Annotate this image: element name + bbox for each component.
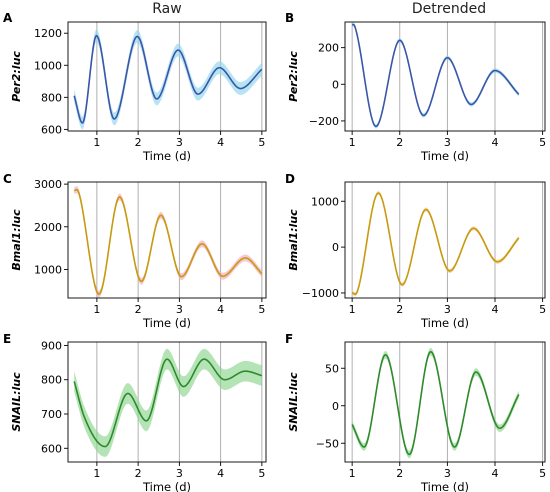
error-band (74, 348, 262, 457)
data-line (73, 358, 263, 448)
x-tick-label: 5 (258, 303, 265, 316)
x-tick-label: 2 (135, 303, 142, 316)
x-tick-label: 1 (93, 303, 100, 316)
error-band (74, 29, 262, 130)
panel-letter: E (3, 332, 11, 346)
x-tick-label: 3 (444, 303, 451, 316)
panel-f: 1 2 3 4 5 −50 0 50 Time (d) SNAIL:luc F (285, 332, 546, 492)
error-band (352, 348, 519, 459)
x-tick-label: 4 (492, 136, 499, 149)
x-tick-label: 4 (492, 467, 499, 480)
y-tick-label: 0 (332, 400, 339, 413)
y-tick-label: 3000 (34, 178, 62, 191)
axes-frame (344, 341, 546, 463)
panel-c: 1 2 3 4 5 1000 2000 3000 Time (d) Bmal1:luc C (3, 172, 267, 330)
panel-a: 1 2 3 4 5 600 800 1000 1200 Time (d) Per2:luc A (3, 11, 267, 163)
x-axis-label: Time (d) (420, 316, 469, 330)
x-axis-label: Time (d) (420, 149, 469, 163)
y-axis-label: Per2:luc (10, 51, 23, 102)
panel-letter: D (285, 172, 295, 186)
x-tick-label: 1 (93, 467, 100, 480)
panel-letter: F (285, 332, 293, 346)
x-axis-label: Time (d) (420, 480, 469, 492)
x-tick-label: 5 (539, 136, 546, 149)
axes-frame (67, 341, 267, 463)
x-tick-label: 3 (176, 303, 183, 316)
panel-e: 1 2 3 4 5 600 700 800 900 Time (d) SNAIL:luc E (3, 332, 267, 492)
y-tick-label: −50 (316, 437, 339, 450)
y-tick-label: 600 (41, 123, 62, 136)
x-tick-label: 3 (444, 467, 451, 480)
y-tick-label: 1000 (34, 59, 62, 72)
axes-frame (67, 181, 267, 299)
x-tick-label: 1 (349, 136, 356, 149)
data-line (352, 23, 520, 128)
x-tick-label: 5 (539, 467, 546, 480)
y-axis-label: Bmal1:luc (10, 209, 23, 271)
panel-letter: C (3, 172, 12, 186)
error-band (352, 22, 519, 129)
y-tick-label: 0 (332, 241, 339, 254)
y-tick-label: −1000 (302, 287, 339, 300)
error-band (74, 186, 262, 298)
y-tick-label: 700 (41, 408, 62, 421)
x-tick-label: 4 (217, 303, 224, 316)
axes-frame (344, 21, 546, 132)
x-axis-label: Time (d) (142, 149, 191, 163)
x-tick-label: 3 (176, 136, 183, 149)
data-line (351, 192, 520, 296)
x-axis-label: Time (d) (142, 480, 191, 492)
column-title-raw: Raw (152, 1, 181, 17)
data-line (351, 350, 520, 456)
axes-frame (67, 21, 267, 132)
error-band (352, 190, 519, 297)
y-tick-label: 200 (318, 42, 339, 55)
data-line (73, 34, 263, 124)
x-tick-label: 1 (93, 136, 100, 149)
x-tick-label: 5 (258, 467, 265, 480)
x-tick-label: 2 (396, 136, 403, 149)
y-tick-label: 1200 (34, 27, 62, 40)
y-tick-label: 2000 (34, 221, 62, 234)
y-axis-label: Per2:luc (287, 51, 300, 102)
y-axis-label: SNAIL:luc (287, 372, 300, 432)
x-tick-label: 4 (492, 303, 499, 316)
x-tick-label: 5 (258, 136, 265, 149)
y-tick-label: 50 (325, 362, 339, 375)
axes-frame (344, 181, 546, 299)
x-tick-label: 2 (396, 467, 403, 480)
data-line (74, 188, 263, 296)
y-tick-label: 900 (41, 339, 62, 352)
y-tick-label: 800 (41, 91, 62, 104)
y-tick-label: 1000 (311, 195, 339, 208)
x-axis-label: Time (d) (142, 316, 191, 330)
y-tick-label: 800 (41, 374, 62, 387)
x-tick-label: 2 (135, 136, 142, 149)
x-tick-label: 1 (349, 303, 356, 316)
y-axis-label: Bmal1:luc (287, 209, 300, 271)
y-tick-label: 600 (41, 442, 62, 455)
panel-d: 1 2 3 4 5 −1000 0 1000 Time (d) Bmal1:luc D (285, 172, 546, 330)
x-tick-label: 5 (539, 303, 546, 316)
y-axis-label: SNAIL:luc (10, 372, 23, 432)
x-tick-label: 4 (217, 136, 224, 149)
x-tick-label: 2 (135, 467, 142, 480)
x-tick-label: 1 (349, 467, 356, 480)
panel-b: 1 2 3 4 5 −200 0 200 Time (d) Per2:luc B (285, 11, 546, 163)
panel-letter: A (3, 11, 13, 25)
x-tick-label: 3 (444, 136, 451, 149)
y-tick-label: −200 (309, 115, 339, 128)
y-tick-label: 0 (332, 78, 339, 91)
x-tick-label: 3 (176, 467, 183, 480)
y-tick-label: 1000 (34, 263, 62, 276)
x-tick-label: 4 (217, 467, 224, 480)
column-title-detrended: Detrended (412, 1, 486, 17)
x-tick-label: 2 (396, 303, 403, 316)
panel-letter: B (285, 11, 294, 25)
